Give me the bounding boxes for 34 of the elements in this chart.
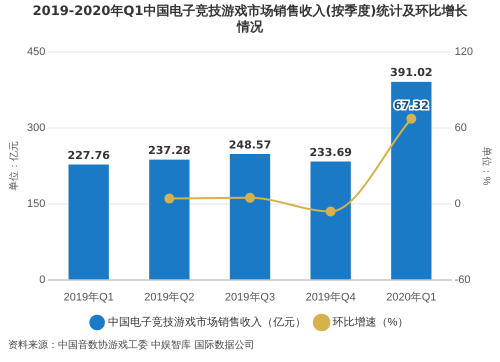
chart-title: 2019-2020年Q1中国电子竞技游戏市场销售收入(按季度)统计及环比增长情况 [32,2,468,37]
y-tick-label: 0 [39,274,46,286]
text: 资料来源：中国音数协游戏工委 中娱智库 国际数据公司 [7,338,256,352]
point [245,192,255,203]
x-tick-label: 2020年Q1 [386,291,436,304]
x-tick-label: 2019年Q3 [224,291,276,304]
y2-tick-label: 60 [454,122,467,134]
data-label: 67.32 [394,99,429,112]
point [326,206,336,216]
bar [391,82,432,280]
point [164,194,174,204]
x-tick-label: 2019年Q1 [64,291,114,304]
point [406,114,416,124]
y-tick-label: 150 [26,198,46,210]
data-label: 227.76 [67,148,110,162]
data-label: 233.69 [309,146,352,159]
y2-tick-label: -60 [454,274,471,286]
y2-tick-label: 120 [454,46,474,58]
data-label: 237.28 [148,144,191,158]
bar [149,160,190,280]
data-label: 391.02 [390,66,433,80]
y-axis-title: 单位：亿元 [8,140,20,191]
x-tick-label: 2019年Q4 [306,291,356,304]
bar [230,154,270,280]
x-tick-label: 2019年Q2 [144,291,194,304]
bar [68,164,109,280]
y2-axis-title: 单位：% [480,146,492,186]
y-tick-label: 300 [26,122,46,134]
legend-label: 中国电子竞技游戏市场销售收入（亿元） [108,316,306,329]
y2-tick-label: 0 [454,198,461,210]
y-tick-label: 450 [26,46,46,58]
legend-label: 环比增速（%） [332,316,408,329]
data-label: 248.57 [228,138,272,152]
bar [310,162,351,280]
